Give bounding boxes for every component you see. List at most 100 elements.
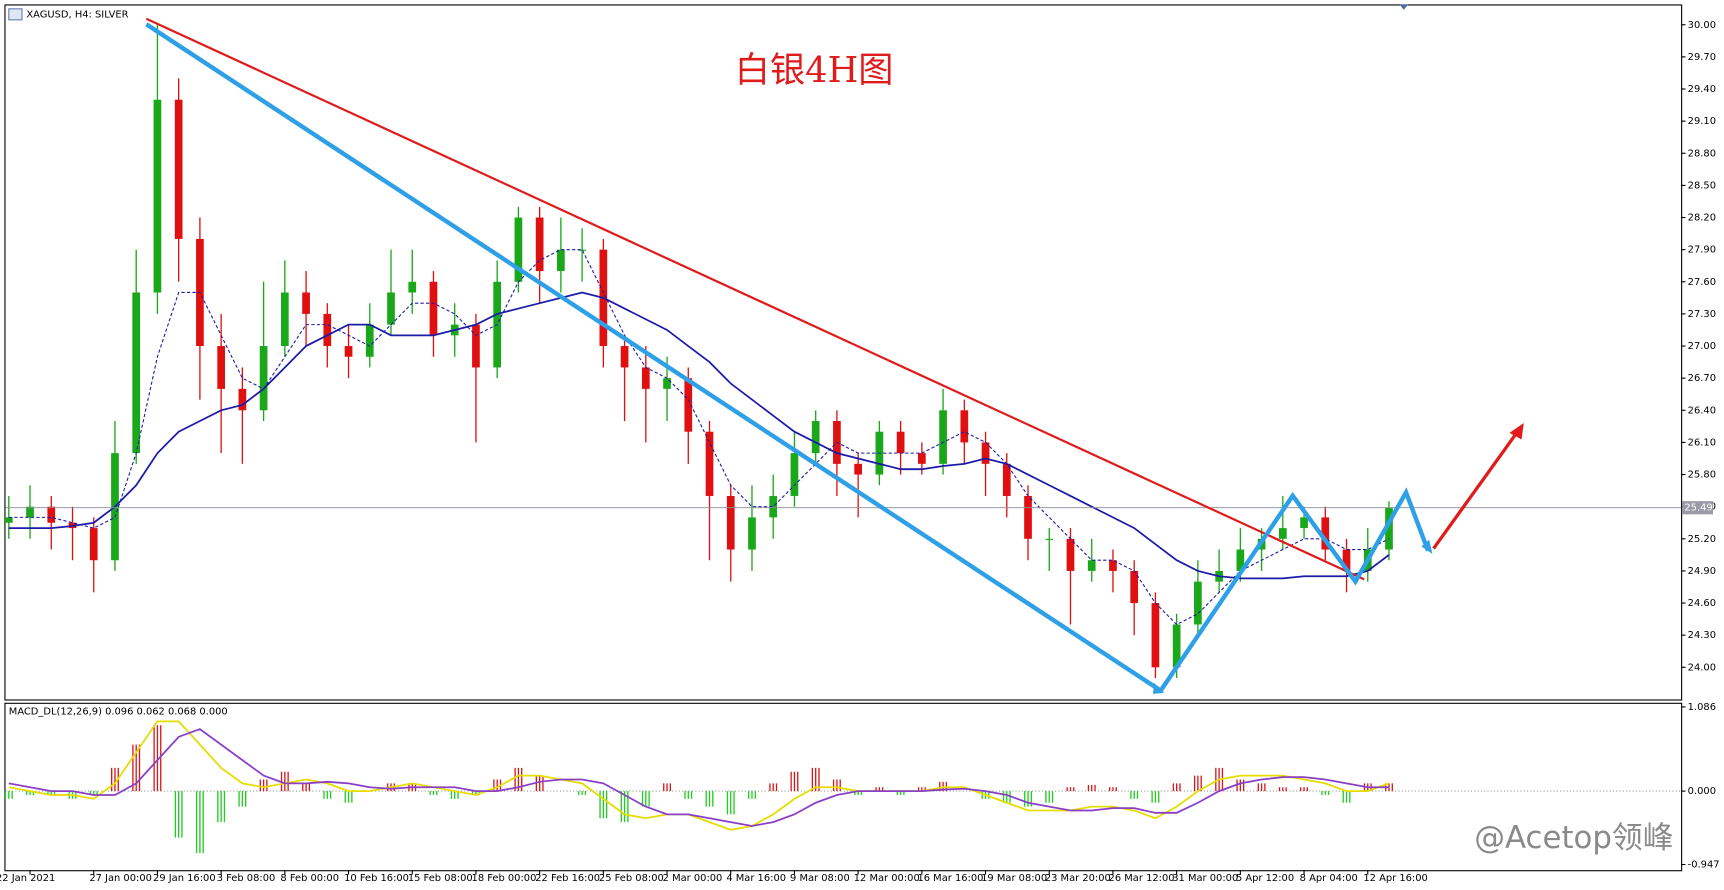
macd-panel — [4, 702, 1683, 872]
candle-body — [1151, 603, 1160, 668]
candle-body — [769, 495, 778, 518]
candle-body — [790, 453, 799, 496]
y-tick-label: 24.00 — [1688, 662, 1716, 673]
candle-body — [981, 442, 990, 464]
x-tick-label: 22 Jan 2021 — [0, 873, 55, 884]
candle-body — [557, 249, 565, 272]
candle-body — [1236, 549, 1245, 571]
candle-body — [811, 420, 820, 454]
x-tick-label: 16 Mar 16:00 — [917, 873, 983, 884]
candle-body — [365, 324, 374, 357]
candle-body — [259, 346, 268, 411]
marker — [1399, 4, 1409, 10]
candle-body — [408, 281, 417, 293]
candle-body — [939, 410, 947, 464]
last-price-box — [1682, 501, 1713, 515]
candle-body — [387, 292, 395, 325]
candle-body — [238, 388, 247, 411]
y-tick-label: 28.20 — [1688, 213, 1716, 224]
arrow-head — [1509, 422, 1524, 440]
x-tick-label: 2 Mar 00:00 — [663, 873, 723, 884]
indicator-line — [8, 728, 1389, 827]
candle-body — [429, 281, 438, 336]
x-tick-label: 25 Feb 08:00 — [599, 873, 664, 884]
candle-body — [748, 517, 756, 550]
candle-body — [217, 346, 225, 389]
x-tick-label: 29 Jan 16:00 — [153, 873, 216, 884]
candle-body — [1130, 570, 1139, 604]
candle-body — [26, 506, 34, 518]
candle-body — [132, 292, 141, 454]
watermark: @Acetop领峰 — [1474, 820, 1673, 856]
candle-body — [174, 99, 183, 239]
x-tick-label: 27 Jan 00:00 — [89, 873, 152, 884]
y-tick-label: 26.40 — [1688, 405, 1716, 416]
candle-body — [47, 506, 56, 523]
y-tick-label: 25.80 — [1688, 470, 1716, 481]
candle-body — [89, 528, 98, 561]
candle-body — [535, 217, 544, 272]
x-tick-label: 26 Mar 12:00 — [1109, 873, 1175, 884]
x-tick-label: 23 Mar 20:00 — [1045, 873, 1111, 884]
y-tick-label: 26.10 — [1688, 437, 1716, 448]
candle-body — [1278, 528, 1287, 539]
candle-body — [917, 453, 926, 464]
y-tick-label: 29.40 — [1688, 84, 1716, 95]
candle-body — [1045, 538, 1054, 540]
y-tick-label: 24.30 — [1688, 630, 1716, 641]
x-tick-label: 12 Mar 00:00 — [854, 873, 920, 884]
candle-body — [1342, 549, 1351, 571]
candle-body — [514, 217, 523, 282]
y-tick-label: 27.00 — [1688, 341, 1716, 352]
y-tick-label: -0.947 — [1688, 860, 1720, 871]
x-tick-label: 8 Feb 00:00 — [280, 873, 339, 884]
x-tick-label: 4 Mar 16:00 — [726, 873, 786, 884]
x-tick-label: 3 Feb 08:00 — [217, 873, 276, 884]
x-tick-label: 18 Feb 00:00 — [472, 873, 537, 884]
candle-body — [4, 517, 13, 523]
candle-body — [1194, 581, 1202, 625]
candle-body — [1172, 624, 1181, 668]
y-tick-label: 29.70 — [1688, 52, 1716, 63]
candle-body — [153, 99, 162, 293]
candle-body — [344, 346, 353, 357]
y-tick-label: 26.70 — [1688, 373, 1716, 384]
x-tick-label: 8 Apr 04:00 — [1300, 873, 1358, 884]
x-tick-label: 15 Feb 08:00 — [408, 873, 473, 884]
y-tick-label: 25.20 — [1688, 534, 1716, 545]
y-tick-label: 29.10 — [1688, 116, 1716, 127]
candle-body — [1300, 517, 1308, 529]
candle-body — [1321, 517, 1330, 550]
x-tick-label: 19 Mar 08:00 — [981, 873, 1047, 884]
indicator-line — [8, 249, 1390, 626]
chart-annotation: 白银4H图 — [735, 50, 894, 91]
x-tick-label: 10 Feb 16:00 — [344, 873, 409, 884]
symbol-title: XAGUSD, H4: SILVER — [26, 9, 128, 20]
arrow-head — [1421, 539, 1433, 555]
candle-body — [280, 292, 289, 347]
candle-body — [726, 495, 735, 550]
arrow-head — [1153, 682, 1165, 694]
candle-body — [1024, 495, 1032, 539]
candle-body — [1109, 560, 1117, 571]
candle-body — [620, 346, 629, 368]
indicator-line — [8, 291, 1390, 580]
y-tick-label: 1.086 — [1688, 702, 1716, 713]
candle-body — [896, 431, 905, 454]
symbol-icon — [8, 8, 23, 21]
x-tick-label: 5 Apr 12:00 — [1236, 873, 1294, 884]
projection-arrow — [1432, 429, 1520, 550]
y-tick-label: 27.90 — [1688, 245, 1716, 256]
candle-body — [1087, 560, 1096, 571]
x-tick-label: 9 Mar 08:00 — [790, 873, 850, 884]
candle-body — [302, 292, 310, 314]
candle-body — [472, 324, 480, 368]
candle-body — [705, 431, 714, 496]
wave-path — [1158, 487, 1431, 692]
last-price-label: 25.49 — [1684, 503, 1712, 514]
y-tick-label: 30.00 — [1688, 20, 1716, 31]
y-tick-label: 24.60 — [1688, 598, 1716, 609]
candle-body — [641, 367, 650, 389]
